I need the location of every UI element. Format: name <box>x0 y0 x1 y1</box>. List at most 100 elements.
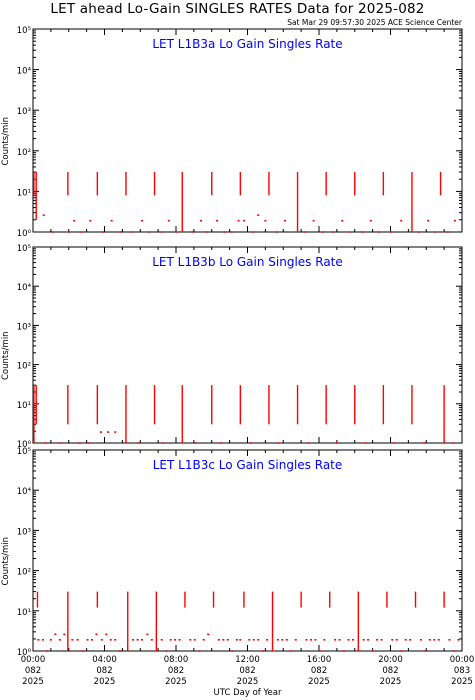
data-point <box>433 638 436 641</box>
x-tick-label-year: 2025 <box>237 677 259 687</box>
x-tick-label-doy: 082 <box>168 666 184 676</box>
data-point <box>351 638 354 641</box>
data-point <box>132 638 135 641</box>
data-point <box>452 650 455 652</box>
data-point <box>202 638 205 641</box>
data-point <box>174 638 177 641</box>
data-point <box>76 638 79 641</box>
y-tick-label: 10⁴ <box>17 487 32 497</box>
data-point <box>360 231 363 233</box>
data-point <box>367 638 370 641</box>
data-point <box>284 219 287 222</box>
data-point <box>250 442 253 444</box>
data-point <box>160 231 163 233</box>
data-point <box>136 638 139 641</box>
y-axis-label: Counts/min <box>1 331 11 380</box>
data-point <box>334 638 337 641</box>
data-point <box>404 638 407 641</box>
y-tick-label: 10⁴ <box>17 67 32 77</box>
x-tick-label-year: 2025 <box>165 677 187 687</box>
data-point <box>198 650 201 652</box>
data-point <box>167 219 170 222</box>
y-tick-label: 10⁰ <box>17 229 32 239</box>
data-point <box>314 638 317 641</box>
y-tick-label: 10² <box>17 568 31 578</box>
data-point <box>44 442 47 444</box>
data-point <box>418 231 421 233</box>
data-point <box>100 638 103 641</box>
data-point <box>264 219 267 222</box>
x-tick-label-time: 20:00 <box>378 655 403 665</box>
y-tick-label: 10⁵ <box>17 447 31 457</box>
data-point <box>87 442 90 444</box>
data-point <box>99 431 102 433</box>
data-point <box>338 638 341 641</box>
y-tick-label: 10¹ <box>17 188 31 198</box>
x-tick-label-doy: 082 <box>311 666 327 676</box>
data-point <box>276 442 279 444</box>
data-point <box>290 650 293 652</box>
x-tick-label-doy: 083 <box>454 666 470 676</box>
data-point <box>261 650 264 652</box>
data-point <box>71 638 74 641</box>
y-tick-label: 10¹ <box>17 401 31 411</box>
data-point <box>230 231 233 233</box>
data-point <box>321 231 324 233</box>
data-point <box>239 638 242 641</box>
x-tick-label-time: 00:00 <box>21 655 46 665</box>
x-tick-label-time: 00:00 <box>450 655 475 665</box>
data-point <box>309 638 312 641</box>
data-point <box>86 638 89 641</box>
data-point <box>364 442 367 444</box>
data-point <box>191 231 194 233</box>
data-point <box>146 633 149 636</box>
panel-title: LET L1B3a Lo Gain Singles Rate <box>152 37 342 51</box>
data-point <box>114 638 117 641</box>
data-point <box>281 638 284 641</box>
data-point <box>437 638 440 641</box>
data-point <box>371 650 374 652</box>
data-point <box>303 231 306 233</box>
data-point <box>424 650 427 652</box>
data-point <box>343 650 346 652</box>
data-point <box>348 231 351 233</box>
data-point <box>81 650 84 652</box>
data-point <box>285 638 288 641</box>
data-point <box>200 219 203 222</box>
panel-frame-1 <box>32 28 463 233</box>
x-tick-label-doy: 082 <box>239 666 255 676</box>
timestamp: Sat Mar 29 09:57:30 2025 ACE Science Cen… <box>287 18 462 27</box>
y-tick-label: 10⁵ <box>17 26 31 36</box>
data-point <box>150 638 153 641</box>
data-point <box>63 633 66 636</box>
data-point <box>453 219 456 222</box>
data-point <box>242 219 245 222</box>
data-point <box>73 219 76 222</box>
data-point <box>169 638 172 641</box>
panel-title: LET L1B3b Lo Gain Singles Rate <box>152 255 343 269</box>
data-point <box>58 638 61 641</box>
data-point <box>376 638 379 641</box>
data-point <box>90 638 93 641</box>
data-point <box>446 231 449 233</box>
data-point <box>89 219 92 222</box>
x-tick-label-year: 2025 <box>380 677 402 687</box>
data-point <box>51 231 54 233</box>
data-point <box>332 231 335 233</box>
data-point <box>67 231 70 233</box>
data-point <box>54 633 57 636</box>
data-point <box>78 442 81 444</box>
data-point <box>335 442 338 444</box>
data-point <box>434 231 437 233</box>
data-point <box>376 231 379 233</box>
data-point <box>141 638 144 641</box>
data-point <box>58 442 61 444</box>
data-point <box>252 638 255 641</box>
y-tick-label: 10³ <box>17 322 31 332</box>
data-point <box>318 650 321 652</box>
data-point <box>452 442 455 444</box>
data-point <box>162 442 165 444</box>
data-point <box>114 431 117 433</box>
data-point <box>189 638 192 641</box>
